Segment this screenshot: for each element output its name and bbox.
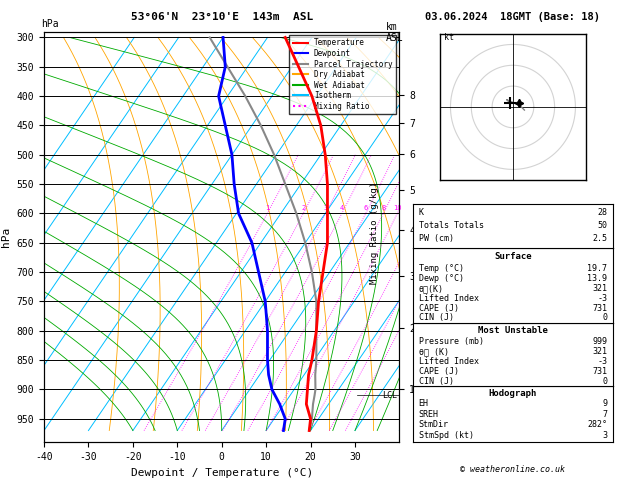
Text: 13.9: 13.9: [587, 274, 607, 283]
Text: Most Unstable: Most Unstable: [478, 327, 548, 335]
Text: Lifted Index: Lifted Index: [419, 294, 479, 303]
Text: 321: 321: [593, 347, 607, 356]
Text: Dewp (°C): Dewp (°C): [419, 274, 464, 283]
Text: LCL: LCL: [382, 391, 397, 400]
Text: K: K: [419, 208, 424, 217]
Text: 53°06'N  23°10'E  143m  ASL: 53°06'N 23°10'E 143m ASL: [131, 12, 313, 22]
Text: 7: 7: [602, 410, 607, 418]
Text: Hodograph: Hodograph: [489, 389, 537, 398]
Text: hPa: hPa: [41, 19, 58, 30]
Text: StmSpd (kt): StmSpd (kt): [419, 432, 474, 440]
Text: CIN (J): CIN (J): [419, 313, 454, 322]
Text: 731: 731: [593, 366, 607, 376]
Y-axis label: hPa: hPa: [1, 227, 11, 247]
Text: 9: 9: [602, 399, 607, 408]
Text: CIN (J): CIN (J): [419, 377, 454, 385]
Text: 731: 731: [593, 304, 607, 312]
Text: 3: 3: [602, 432, 607, 440]
Text: -3: -3: [598, 294, 607, 303]
Text: 28: 28: [598, 208, 607, 217]
Text: km
ASL: km ASL: [386, 22, 403, 43]
Text: 03.06.2024  18GMT (Base: 18): 03.06.2024 18GMT (Base: 18): [425, 12, 600, 22]
Text: Pressure (mb): Pressure (mb): [419, 337, 484, 346]
Text: -3: -3: [598, 357, 607, 366]
Text: PW (cm): PW (cm): [419, 234, 454, 243]
Text: 2.5: 2.5: [593, 234, 607, 243]
Text: Mixing Ratio (g/kg): Mixing Ratio (g/kg): [370, 182, 379, 284]
Text: © weatheronline.co.uk: © weatheronline.co.uk: [460, 465, 565, 474]
Text: CAPE (J): CAPE (J): [419, 304, 459, 312]
Text: EH: EH: [419, 399, 428, 408]
Text: 8: 8: [381, 205, 386, 210]
Text: 2: 2: [301, 205, 305, 210]
Text: 1: 1: [265, 205, 269, 210]
Text: 282°: 282°: [587, 420, 607, 430]
Text: 50: 50: [598, 221, 607, 230]
Text: Surface: Surface: [494, 252, 532, 260]
Text: 6: 6: [364, 205, 368, 210]
X-axis label: Dewpoint / Temperature (°C): Dewpoint / Temperature (°C): [131, 468, 313, 478]
Text: StmDir: StmDir: [419, 420, 448, 430]
Text: 999: 999: [593, 337, 607, 346]
Text: 3: 3: [323, 205, 328, 210]
Text: θᴄ(K): θᴄ(K): [419, 284, 443, 293]
Text: Totals Totals: Totals Totals: [419, 221, 484, 230]
Legend: Temperature, Dewpoint, Parcel Trajectory, Dry Adiabat, Wet Adiabat, Isotherm, Mi: Temperature, Dewpoint, Parcel Trajectory…: [289, 35, 396, 114]
Text: Temp (°C): Temp (°C): [419, 264, 464, 274]
Text: 0: 0: [602, 377, 607, 385]
Text: SREH: SREH: [419, 410, 438, 418]
Text: 0: 0: [602, 313, 607, 322]
Text: 321: 321: [593, 284, 607, 293]
Text: θᴄ (K): θᴄ (K): [419, 347, 448, 356]
Text: CAPE (J): CAPE (J): [419, 366, 459, 376]
Text: 19.7: 19.7: [587, 264, 607, 274]
Text: kt: kt: [444, 33, 454, 42]
Text: Lifted Index: Lifted Index: [419, 357, 479, 366]
Text: 4: 4: [340, 205, 344, 210]
Text: 10: 10: [393, 205, 401, 210]
